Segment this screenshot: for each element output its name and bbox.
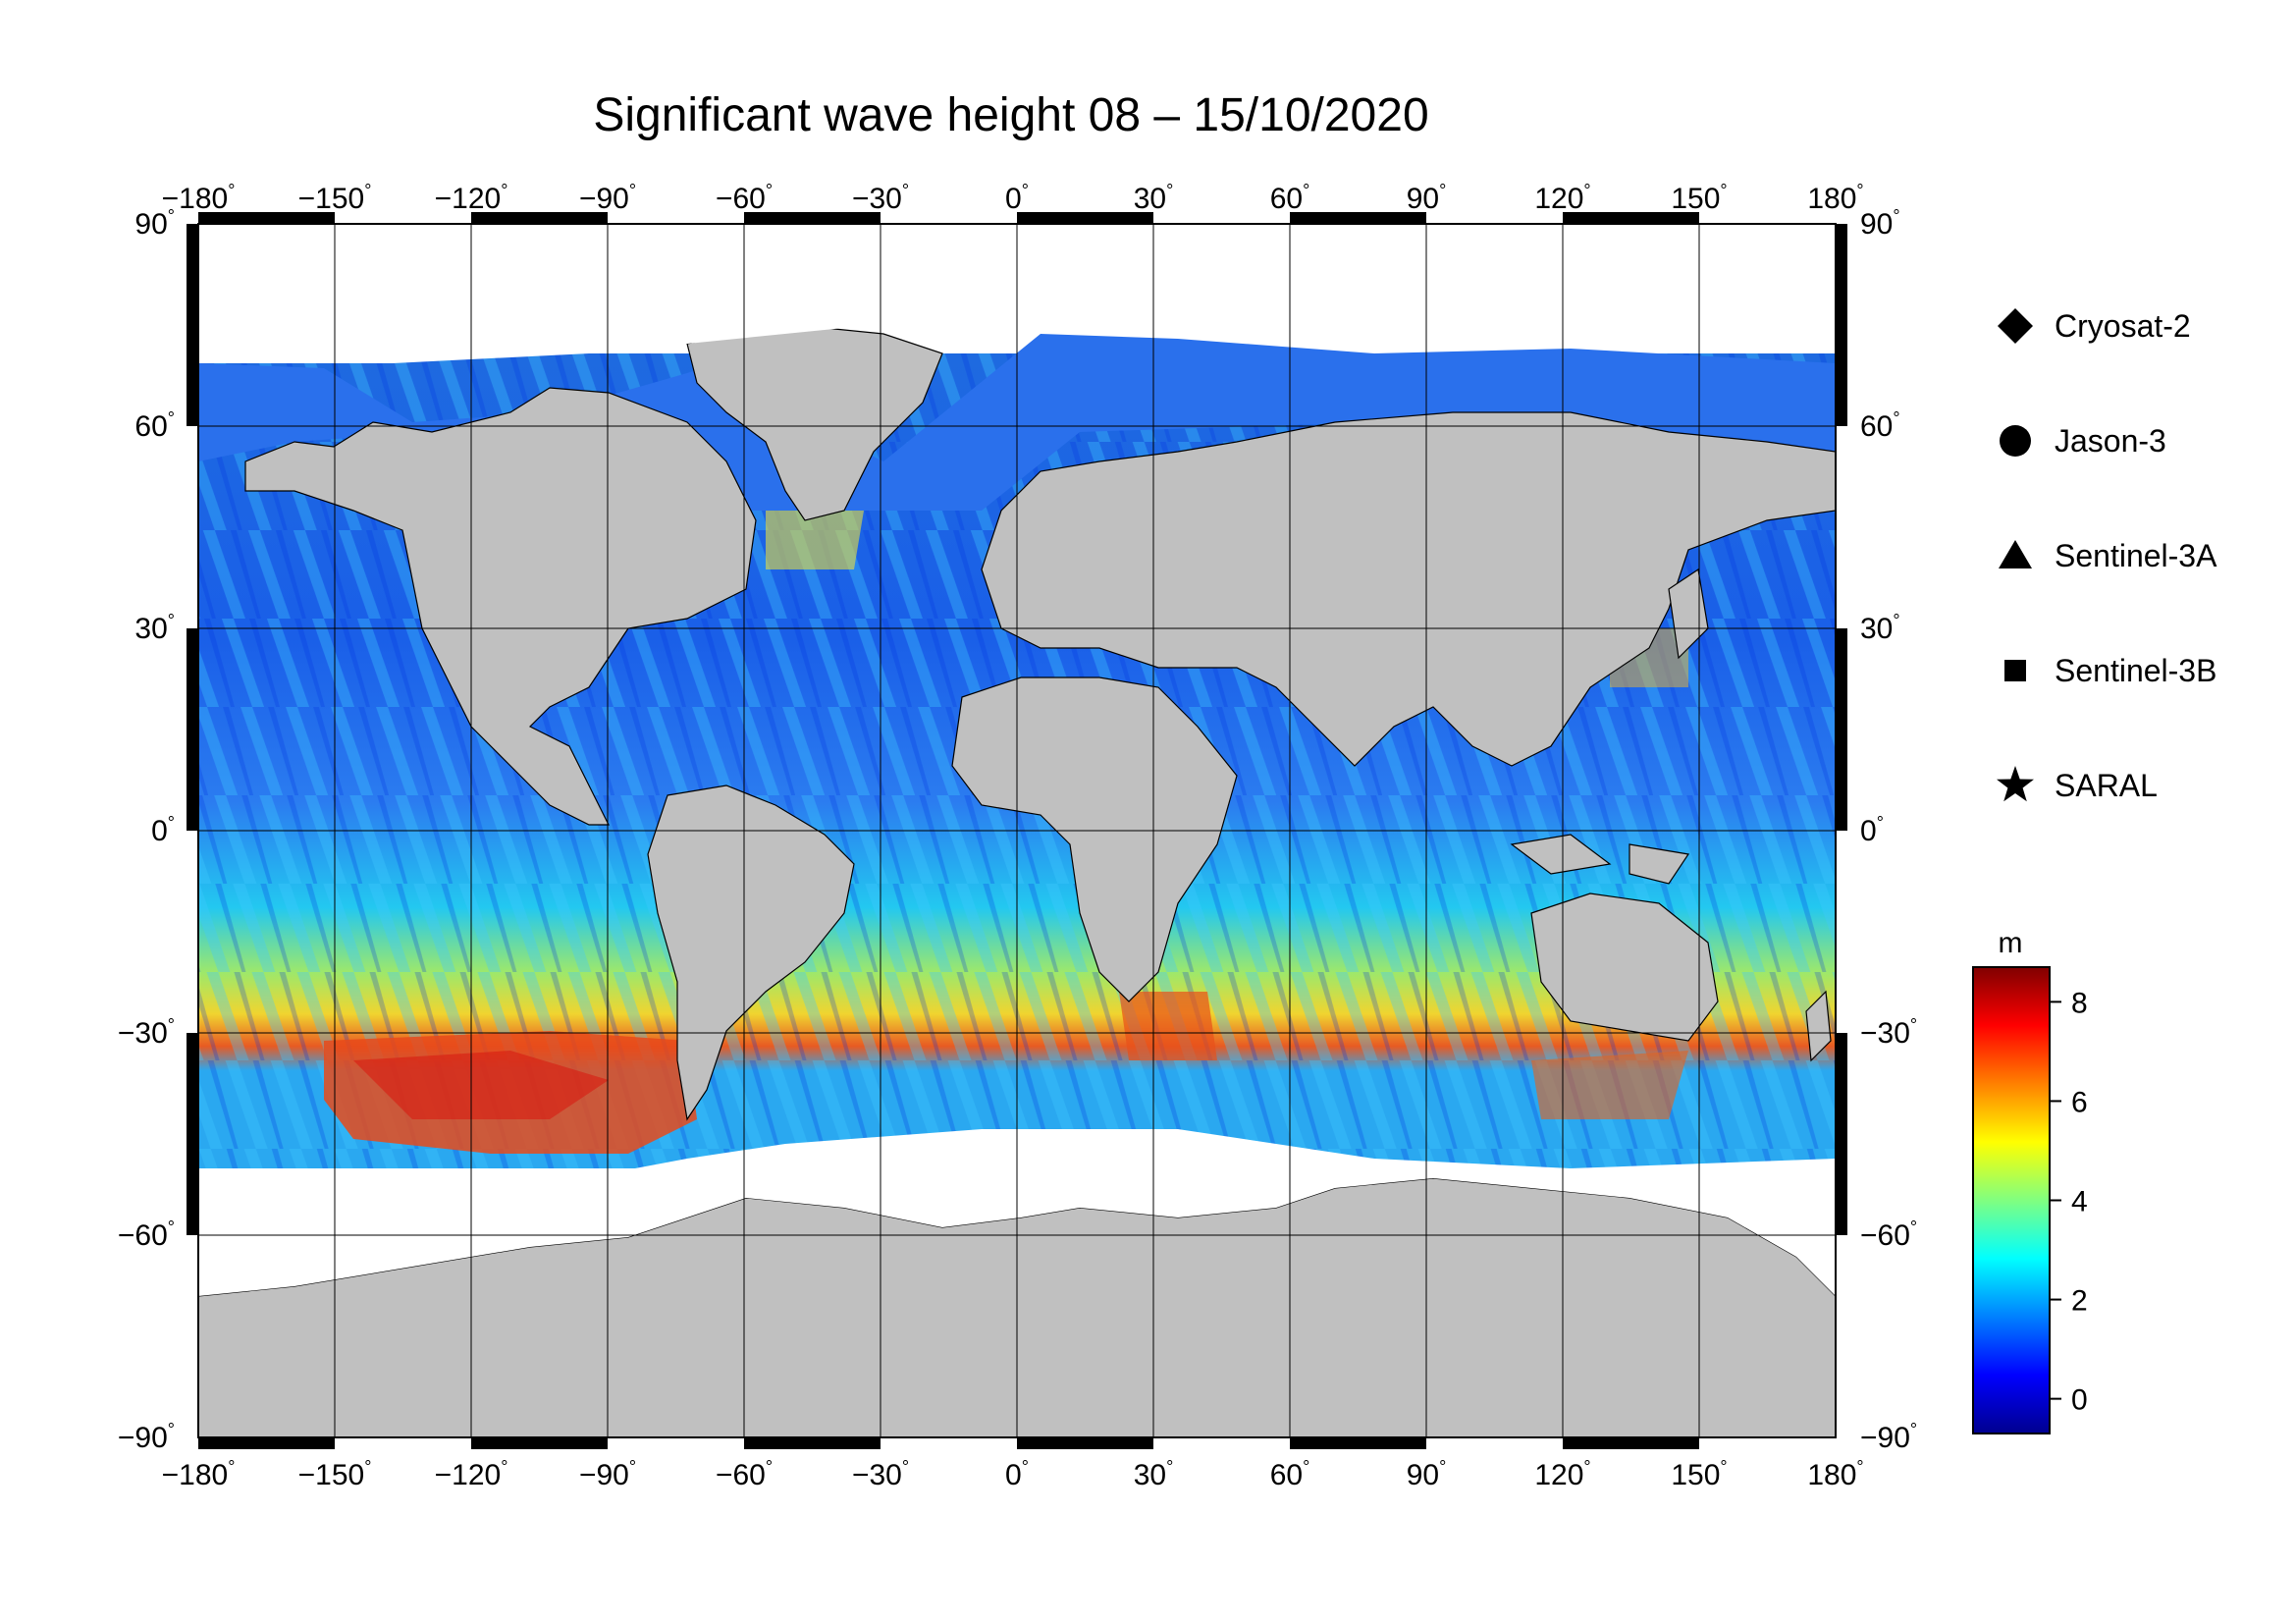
longitude-tick-label: 180° bbox=[1807, 181, 1863, 215]
border-bar-left bbox=[187, 1033, 198, 1235]
border-bar-bottom bbox=[1290, 1437, 1426, 1449]
legend-label: Jason-3 bbox=[2055, 423, 2166, 459]
latitude-tick-label: −90° bbox=[118, 1420, 175, 1454]
legend-label: SARAL bbox=[2055, 768, 2158, 803]
north-america-landmass bbox=[244, 387, 757, 826]
border-bar-top bbox=[1017, 212, 1153, 224]
border-bar-right bbox=[1836, 224, 1847, 426]
legend-marker-circle-icon bbox=[2000, 425, 2031, 457]
satellite-legend: Cryosat-2 Jason-3 Sentinel-3A Sentinel-3B SA… bbox=[1997, 308, 2217, 803]
border-bar-top bbox=[744, 212, 881, 224]
longitude-tick-label: 150° bbox=[1671, 1457, 1727, 1491]
longitude-tick-label: 90° bbox=[1407, 181, 1447, 215]
legend-label: Cryosat-2 bbox=[2055, 308, 2191, 344]
longitude-tick-label: −120° bbox=[435, 1457, 508, 1491]
border-bar-bottom bbox=[1563, 1437, 1699, 1449]
longitude-tick-label: 60° bbox=[1270, 1457, 1310, 1491]
legend-marker-triangle-icon bbox=[1999, 540, 2032, 568]
border-bar-bottom bbox=[744, 1437, 881, 1449]
longitude-tick-label: −60° bbox=[716, 181, 773, 215]
longitude-tick-label: 0° bbox=[1005, 1457, 1029, 1491]
longitude-tick-label: 30° bbox=[1134, 181, 1174, 215]
border-bar-bottom bbox=[471, 1437, 608, 1449]
longitude-tick-label: 120° bbox=[1534, 1457, 1590, 1491]
longitude-tick-label: 0° bbox=[1005, 181, 1029, 215]
longitude-tick-label: −60° bbox=[716, 1457, 773, 1491]
latitude-labels-right: 90° 60° 30° 0° −30° −60° −90° bbox=[1860, 206, 1917, 1454]
border-bar-top bbox=[1290, 212, 1426, 224]
colorbar-gradient bbox=[1972, 966, 2051, 1434]
longitude-tick-label: −30° bbox=[852, 1457, 909, 1491]
longitude-tick-label: −180° bbox=[162, 1457, 236, 1491]
latitude-tick-label: 30° bbox=[1860, 611, 1900, 645]
latitude-labels-left: 90° 60° 30° 0° −30° −60° −90° bbox=[118, 206, 175, 1454]
eurasia-landmass bbox=[981, 411, 1837, 767]
colorbar-unit: m bbox=[1999, 927, 2023, 959]
longitude-tick-label: −150° bbox=[298, 181, 372, 215]
legend-marker-square-icon bbox=[2004, 660, 2026, 681]
border-bar-right bbox=[1836, 1033, 1847, 1235]
longitude-tick-label: −150° bbox=[298, 1457, 372, 1491]
longitude-labels-top: −180° −150° −120° −90° −60° −30° 0° 30° 60° 90° 12… bbox=[162, 181, 1864, 215]
latitude-tick-label: −30° bbox=[118, 1015, 175, 1050]
longitude-tick-label: −180° bbox=[162, 181, 236, 215]
longitude-tick-label: 90° bbox=[1407, 1457, 1447, 1491]
colorbar: m 0 2 4 6 8 bbox=[1972, 927, 2088, 1434]
border-bar-right bbox=[1836, 628, 1847, 831]
australia-landmass bbox=[1530, 893, 1719, 1042]
colorbar-tick-label: 0 bbox=[2071, 1384, 2088, 1417]
longitude-tick-label: 30° bbox=[1134, 1457, 1174, 1491]
colorbar-tick-label: 4 bbox=[2071, 1186, 2088, 1218]
longitude-tick-label: 120° bbox=[1534, 181, 1590, 215]
border-bar-left bbox=[187, 224, 198, 426]
latitude-tick-label: 0° bbox=[1860, 813, 1884, 847]
longitude-labels-bottom: −180° −150° −120° −90° −60° −30° 0° 30° 60° 90° 12… bbox=[162, 1457, 1864, 1491]
border-bar-top bbox=[198, 212, 335, 224]
longitude-tick-label: −90° bbox=[579, 1457, 636, 1491]
longitude-tick-label: 60° bbox=[1270, 181, 1310, 215]
latitude-tick-label: 90° bbox=[134, 206, 175, 241]
latitude-tick-label: 30° bbox=[134, 611, 175, 645]
latitude-tick-label: 0° bbox=[151, 813, 175, 847]
colorbar-tick-label: 8 bbox=[2071, 987, 2088, 1019]
map-title: Significant wave height 08 – 15/10/2020 bbox=[593, 89, 1429, 141]
latitude-tick-label: −90° bbox=[1860, 1420, 1917, 1454]
latitude-tick-label: −60° bbox=[1860, 1217, 1917, 1252]
latitude-tick-label: 90° bbox=[1860, 206, 1900, 241]
border-bar-left bbox=[187, 628, 198, 831]
latitude-tick-label: 60° bbox=[134, 408, 175, 443]
legend-label: Sentinel-3B bbox=[2055, 653, 2216, 688]
border-bar-bottom bbox=[198, 1437, 335, 1449]
latitude-tick-label: −30° bbox=[1860, 1015, 1917, 1050]
south-america-landmass bbox=[647, 784, 855, 1121]
border-bar-bottom bbox=[1017, 1437, 1153, 1449]
africa-landmass bbox=[951, 676, 1238, 1002]
greenland-landmass bbox=[686, 323, 943, 521]
colorbar-tick-label: 6 bbox=[2071, 1086, 2088, 1118]
longitude-tick-label: −120° bbox=[435, 181, 508, 215]
legend-label: Sentinel-3A bbox=[2055, 538, 2217, 573]
latitude-tick-label: −60° bbox=[118, 1217, 175, 1252]
longitude-tick-label: −90° bbox=[579, 181, 636, 215]
border-bar-top bbox=[471, 212, 608, 224]
legend-marker-diamond-icon bbox=[1998, 308, 2033, 344]
longitude-tick-label: −30° bbox=[852, 181, 909, 215]
colorbar-tick-label: 2 bbox=[2071, 1285, 2088, 1318]
border-bar-top bbox=[1563, 212, 1699, 224]
longitude-tick-label: 180° bbox=[1807, 1457, 1863, 1491]
latitude-tick-label: 60° bbox=[1860, 408, 1900, 443]
map-border-bars bbox=[187, 212, 1847, 1449]
legend-marker-star-icon bbox=[1997, 766, 2034, 802]
longitude-tick-label: 150° bbox=[1671, 181, 1727, 215]
